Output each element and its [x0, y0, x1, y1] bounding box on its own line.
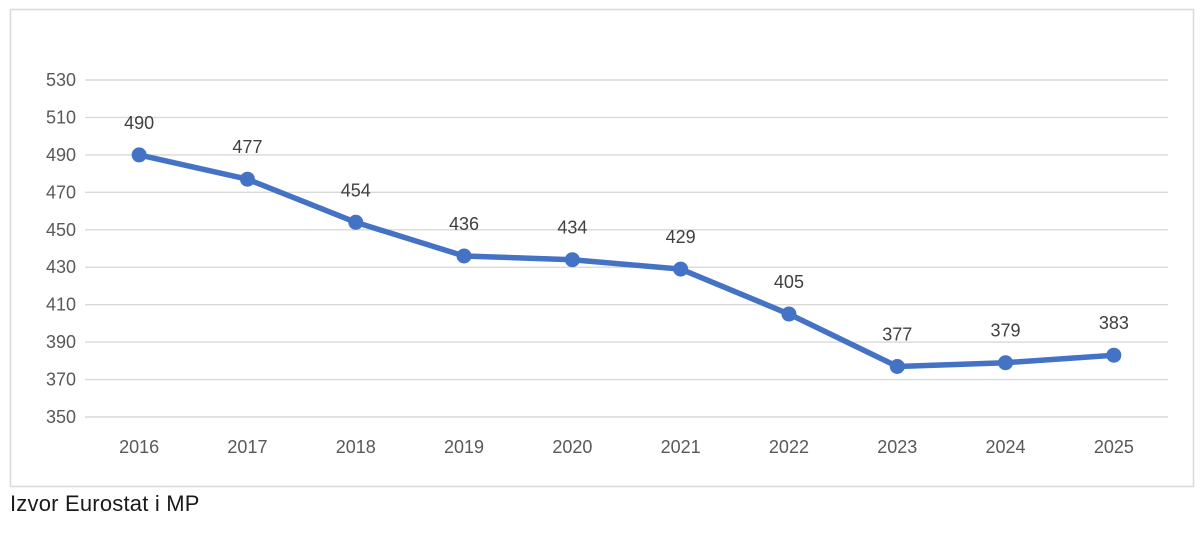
y-axis-tick-label: 350	[46, 407, 76, 427]
y-axis-tick-label: 530	[46, 70, 76, 90]
data-point-label: 434	[557, 218, 587, 238]
data-point-marker	[456, 248, 472, 264]
data-point-marker	[564, 252, 580, 268]
data-point-marker	[781, 306, 797, 322]
chart-source-caption: Izvor Eurostat i MP	[10, 491, 200, 516]
data-point-label: 377	[882, 324, 912, 344]
data-point-label: 379	[991, 321, 1021, 341]
data-point-label: 383	[1099, 313, 1129, 333]
data-point-marker	[673, 261, 689, 277]
data-point-marker	[348, 214, 364, 230]
y-axis-tick-label: 430	[46, 257, 76, 277]
x-axis-tick-label: 2016	[119, 437, 159, 457]
data-point-label: 405	[774, 272, 804, 292]
x-axis-tick-label: 2019	[444, 437, 484, 457]
data-point-marker	[998, 355, 1014, 371]
data-point-label: 490	[124, 113, 154, 133]
y-axis-tick-label: 370	[46, 370, 76, 390]
chart-border	[9, 8, 1195, 488]
y-axis-tick-label: 470	[46, 182, 76, 202]
x-axis-tick-label: 2020	[552, 437, 592, 457]
x-axis-tick-label: 2017	[227, 437, 267, 457]
data-point-label: 477	[232, 137, 262, 157]
data-point-label: 454	[341, 180, 371, 200]
series-line	[136, 152, 1117, 370]
data-point-marker	[889, 358, 905, 374]
data-point-marker	[1106, 347, 1122, 363]
x-axis-tick-label: 2025	[1094, 437, 1134, 457]
y-axis-tick-label: 390	[46, 332, 76, 352]
data-point-label: 429	[666, 227, 696, 247]
data-point-marker	[239, 171, 255, 187]
x-axis-tick-label: 2024	[986, 437, 1026, 457]
y-axis-tick-label: 510	[46, 107, 76, 127]
x-axis-tick-label: 2018	[336, 437, 376, 457]
x-axis-tick-label: 2021	[661, 437, 701, 457]
y-axis-tick-label: 490	[46, 145, 76, 165]
x-axis-tick-label: 2022	[769, 437, 809, 457]
y-axis-tick-label: 450	[46, 220, 76, 240]
data-point-marker	[131, 147, 147, 163]
y-axis-tick-label: 410	[46, 295, 76, 315]
data-point-label: 436	[449, 214, 479, 234]
x-axis-tick-label: 2023	[877, 437, 917, 457]
